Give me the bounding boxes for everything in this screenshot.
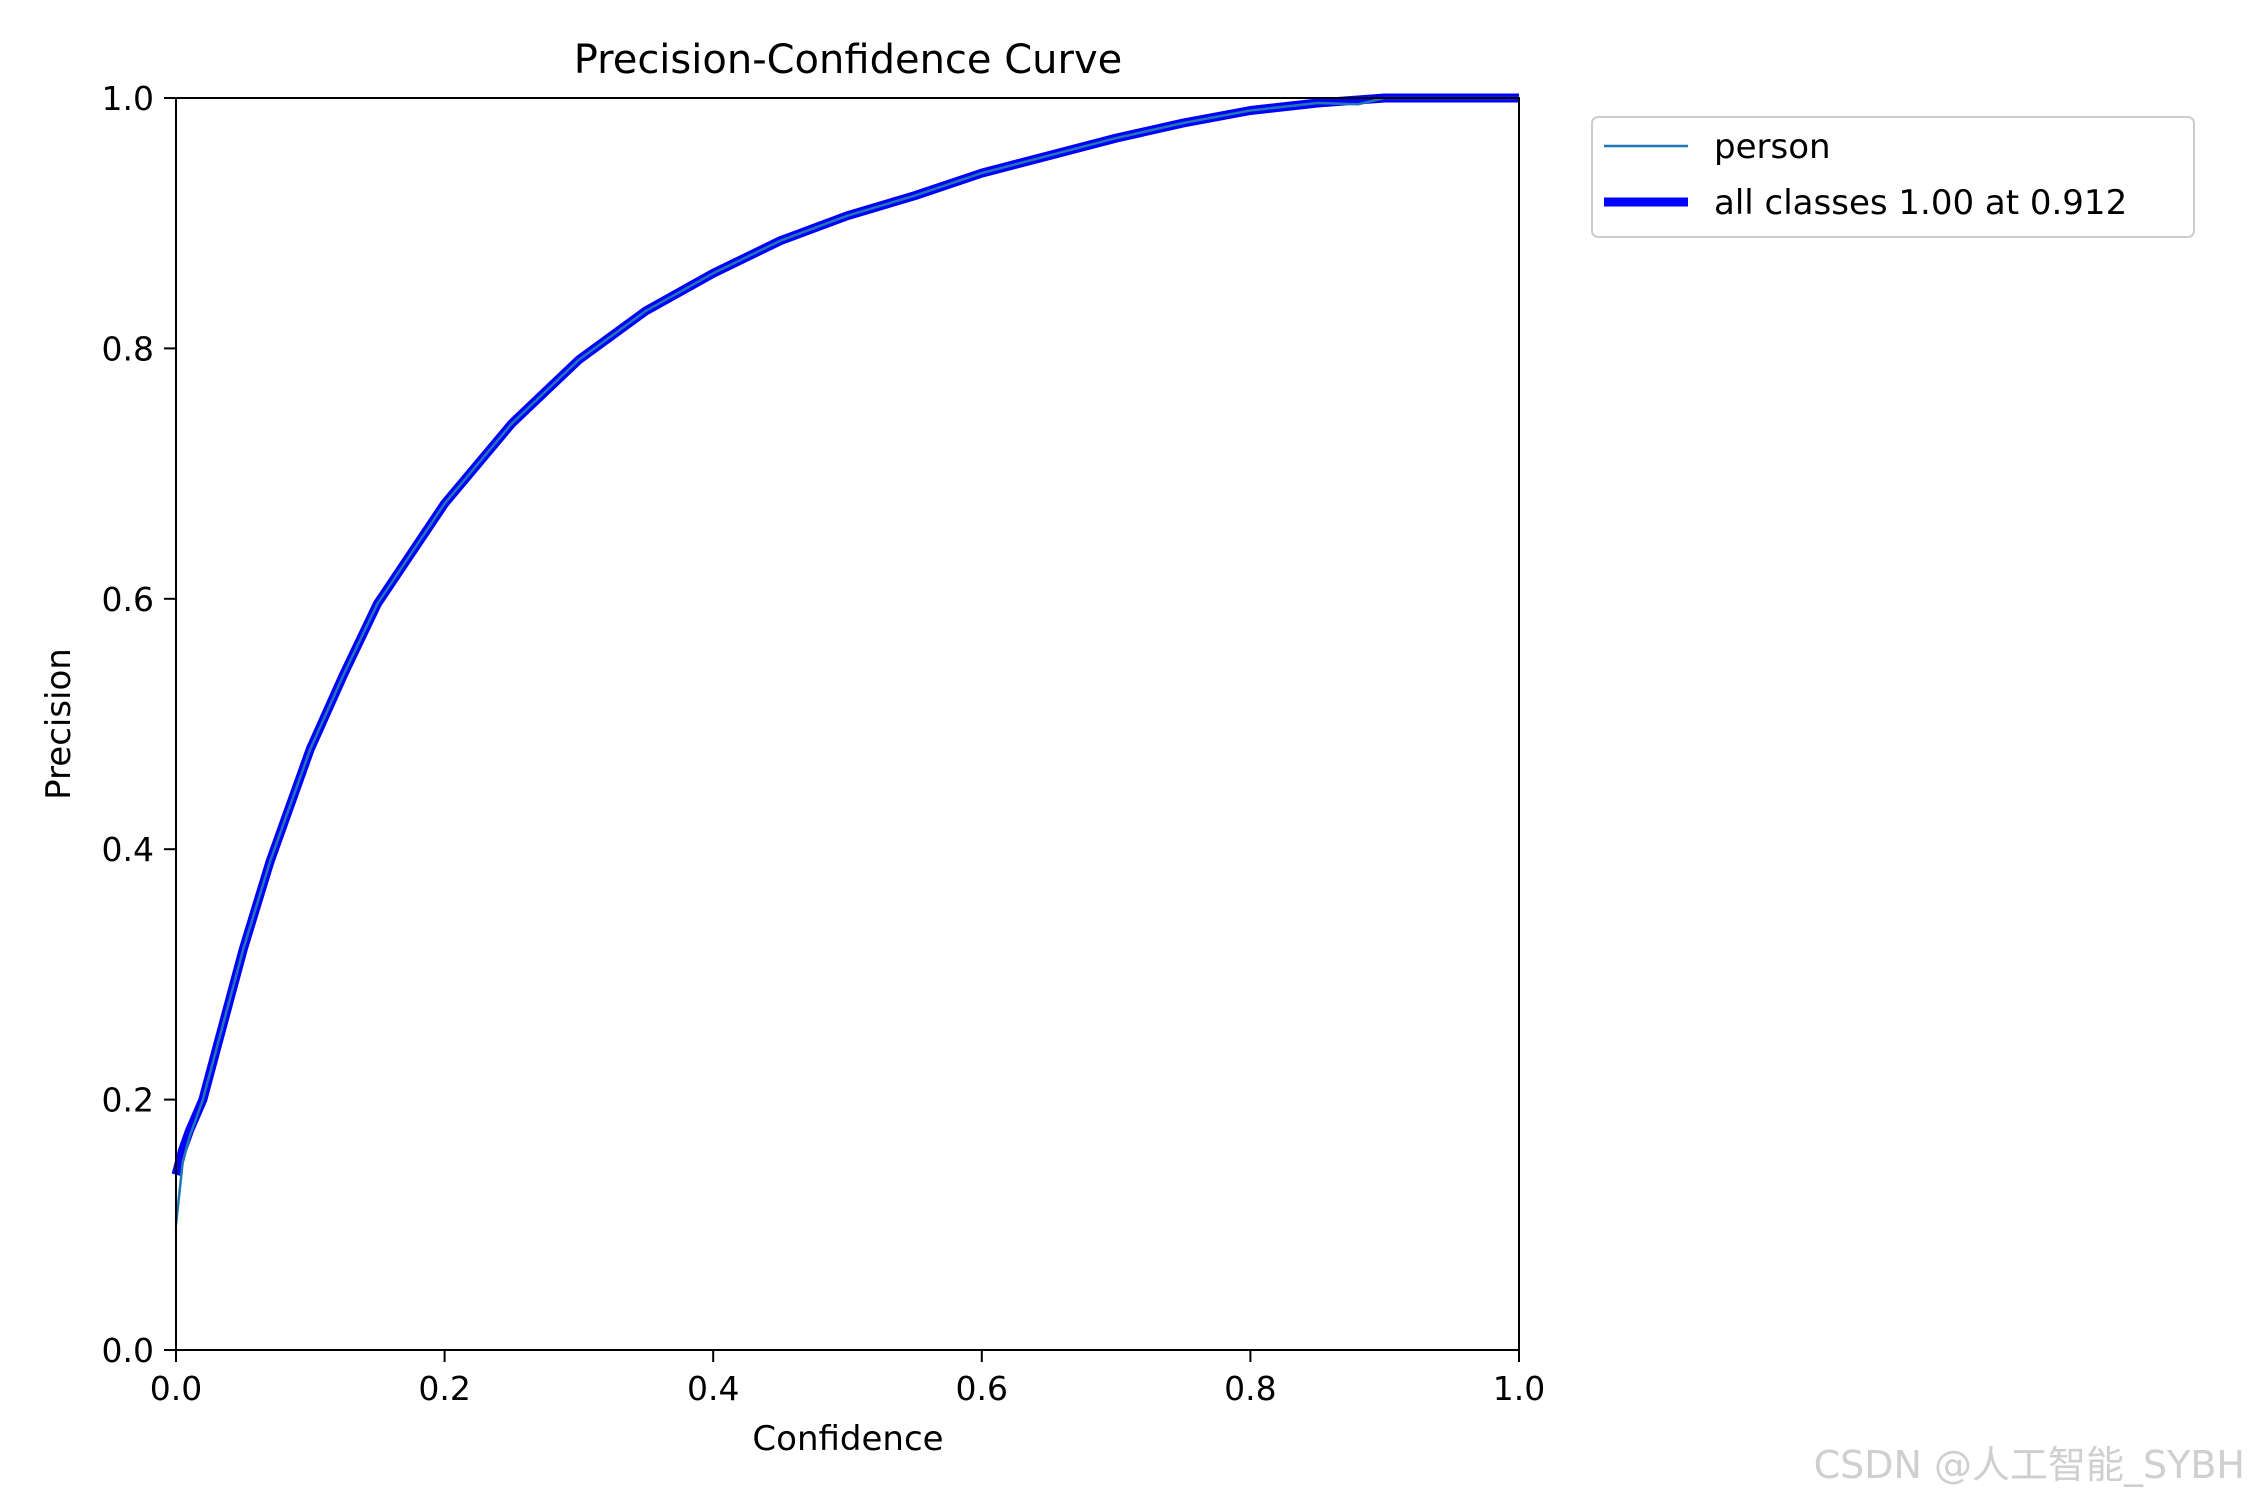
y-tick-label: 0.0	[102, 1331, 154, 1370]
x-axis-label: Confidence	[752, 1419, 943, 1459]
y-axis-ticks: 0.0 0.2 0.4 0.6 0.8 1.0	[102, 79, 176, 1370]
y-tick-label: 0.2	[102, 1081, 154, 1120]
x-axis-ticks: 0.0 0.2 0.4 0.6 0.8 1.0	[150, 1350, 1545, 1408]
legend-label: all classes 1.00 at 0.912	[1714, 183, 2127, 223]
plot-background	[176, 98, 1519, 1350]
x-tick-label: 0.0	[150, 1369, 202, 1408]
y-tick-label: 0.4	[102, 830, 154, 869]
legend-entries: person all classes 1.00 at 0.912	[1604, 127, 2127, 223]
legend-label: person	[1714, 127, 1831, 167]
y-tick-label: 1.0	[102, 79, 154, 118]
y-axis-label: Precision	[39, 648, 79, 800]
y-tick-label: 0.8	[102, 329, 154, 368]
x-tick-label: 0.8	[1224, 1369, 1276, 1408]
legend: person all classes 1.00 at 0.912	[1591, 116, 2195, 238]
watermark: CSDN @人工智能_SYBH	[1814, 1443, 2245, 1487]
chart-title: Precision-Confidence Curve	[574, 37, 1123, 83]
x-tick-label: 0.4	[687, 1369, 739, 1408]
x-tick-label: 0.6	[956, 1369, 1008, 1408]
series-layer	[171, 93, 1519, 1225]
legend-frame	[1591, 116, 2195, 238]
plot-area	[171, 93, 1520, 1351]
x-tick-label: 1.0	[1493, 1369, 1545, 1408]
y-tick-label: 0.6	[102, 580, 154, 619]
plot-frame	[175, 97, 1520, 1351]
series-line-person	[174, 96, 1519, 1225]
x-tick-label: 0.2	[418, 1369, 470, 1408]
